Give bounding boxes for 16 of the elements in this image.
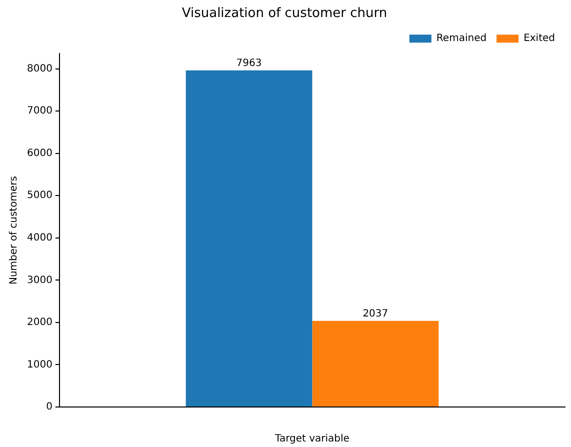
x-axis-title: Target variable bbox=[274, 434, 350, 445]
data-label: 2037 bbox=[362, 308, 388, 320]
y-tick-label: 6000 bbox=[26, 148, 52, 159]
y-tick-label: 8000 bbox=[26, 63, 52, 74]
y-tick-label: 3000 bbox=[26, 274, 52, 286]
y-tick-label: 0 bbox=[46, 402, 52, 413]
y-tick-label: 7000 bbox=[26, 106, 52, 117]
legend-label: Remained bbox=[436, 33, 487, 44]
legend-label: Exited bbox=[524, 33, 555, 44]
y-tick-label: 2000 bbox=[26, 317, 52, 328]
y-tick-label: 4000 bbox=[26, 232, 52, 244]
y-axis-title: Number of customers bbox=[8, 176, 20, 285]
y-tick-label: 5000 bbox=[26, 190, 52, 202]
chart-title: Visualization of customer churn bbox=[182, 6, 388, 22]
y-tick-label: 1000 bbox=[26, 359, 52, 370]
data-label: 7963 bbox=[236, 58, 262, 69]
